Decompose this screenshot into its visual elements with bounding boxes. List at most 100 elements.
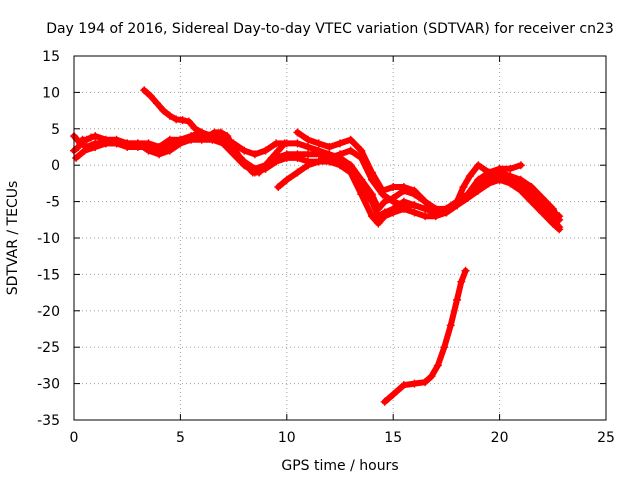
data-series xyxy=(380,266,470,406)
data-point xyxy=(204,132,213,141)
data-point xyxy=(82,135,91,144)
tick-layer: 0 5 10 15 20 25 -35 -30 -25 -20 -15 -10 -5 0 5 10 15 xyxy=(37,49,615,446)
data-point xyxy=(261,146,270,155)
data-point xyxy=(346,168,355,177)
data-point xyxy=(446,321,455,330)
data-point xyxy=(453,295,462,304)
data-point xyxy=(431,208,440,217)
data-point xyxy=(76,139,85,148)
data-point xyxy=(516,186,525,195)
y-tick-label: 5 xyxy=(51,122,60,138)
x-tick-label: 5 xyxy=(176,430,185,446)
data-point xyxy=(314,139,323,148)
data-point xyxy=(399,183,408,192)
x-tick-label: 10 xyxy=(278,430,296,446)
data-point xyxy=(235,153,244,162)
data-point xyxy=(282,175,291,184)
data-point xyxy=(367,197,376,206)
y-tick-label: 15 xyxy=(42,49,60,65)
data-point xyxy=(427,372,436,381)
data-point xyxy=(91,132,100,141)
data-series xyxy=(293,128,564,224)
data-point xyxy=(282,153,291,162)
x-tick-label: 20 xyxy=(491,430,509,446)
data-point xyxy=(325,153,334,162)
data-point xyxy=(152,99,161,108)
data-point xyxy=(421,212,430,221)
data-point xyxy=(378,186,387,195)
data-point xyxy=(216,128,225,137)
data-point xyxy=(336,139,344,148)
data-point xyxy=(421,204,430,213)
data-point xyxy=(325,143,334,151)
data-point xyxy=(463,193,472,202)
data-point xyxy=(474,186,483,195)
data-point xyxy=(506,164,515,173)
data-point xyxy=(357,190,366,199)
data-point xyxy=(293,139,302,148)
data-point xyxy=(506,179,515,188)
data-point xyxy=(516,175,525,184)
grid-layer xyxy=(74,56,606,420)
data-point xyxy=(218,139,227,148)
data-point xyxy=(459,183,468,192)
data-series xyxy=(140,86,289,177)
data-point xyxy=(442,208,451,217)
data-point xyxy=(304,143,313,151)
data-point xyxy=(314,150,323,159)
data-point xyxy=(155,150,164,159)
y-tick-label: -35 xyxy=(37,413,60,429)
data-point xyxy=(293,168,302,177)
y-tick-label: -25 xyxy=(37,340,60,356)
data-point xyxy=(555,225,564,234)
data-point xyxy=(191,124,200,133)
data-point xyxy=(172,115,181,124)
data-point xyxy=(484,168,493,177)
data-point xyxy=(274,146,283,155)
data-point xyxy=(304,135,313,144)
data-point xyxy=(87,133,96,142)
data-point xyxy=(389,197,398,206)
data-point xyxy=(516,161,525,170)
data-point xyxy=(250,150,259,159)
data-point xyxy=(465,172,474,181)
data-point xyxy=(461,266,470,275)
data-point xyxy=(538,208,547,217)
data-point xyxy=(242,161,251,170)
data-point xyxy=(527,197,536,206)
data-point xyxy=(304,161,313,170)
data-point xyxy=(380,212,389,221)
data-point xyxy=(421,378,430,387)
data-point xyxy=(140,86,149,95)
data-point xyxy=(197,128,206,137)
data-point xyxy=(433,361,442,370)
data-point xyxy=(421,197,430,206)
data-point xyxy=(280,139,289,148)
y-tick-label: -5 xyxy=(46,195,60,211)
data-point xyxy=(410,201,419,210)
data-point xyxy=(123,139,132,148)
data-point xyxy=(399,201,408,210)
data-point xyxy=(304,150,313,159)
data-point xyxy=(223,132,232,141)
data-point xyxy=(367,168,376,177)
y-tick-label: -20 xyxy=(37,304,60,320)
chart-title: Day 194 of 2016, Sidereal Day-to-day VTE… xyxy=(46,21,614,37)
data-point xyxy=(555,215,564,224)
data-point xyxy=(453,201,462,210)
data-point xyxy=(389,183,398,192)
y-tick-label: -15 xyxy=(37,267,60,283)
x-tick-label: 0 xyxy=(70,430,79,446)
data-point xyxy=(457,277,466,286)
data-point xyxy=(538,193,547,202)
data-point xyxy=(548,204,557,213)
data-point xyxy=(261,161,270,170)
data-point xyxy=(187,135,196,144)
data-point xyxy=(80,146,89,155)
data-point xyxy=(197,135,206,144)
data-point xyxy=(484,179,493,188)
data-point xyxy=(293,153,302,162)
data-layer xyxy=(70,86,564,406)
